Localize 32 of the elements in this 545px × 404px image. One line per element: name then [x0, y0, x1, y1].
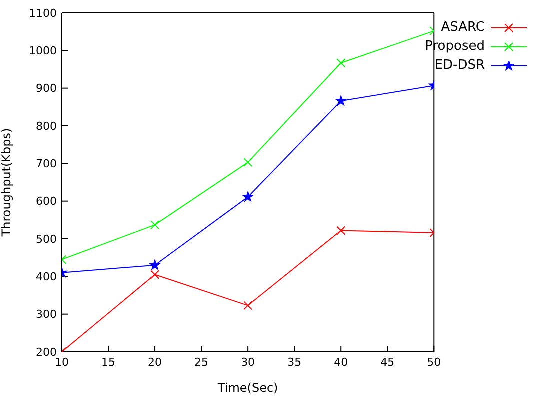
- y-tick-label: 500: [36, 232, 57, 246]
- y-tick-label: 400: [36, 270, 57, 284]
- x-tick-label: 20: [148, 356, 162, 369]
- x-axis-title: Time(Sec): [216, 381, 278, 395]
- legend-label: ASARC: [441, 20, 485, 35]
- point: [336, 58, 346, 68]
- x-tick-label: 10: [55, 356, 69, 369]
- y-tick-label: 1000: [29, 44, 57, 58]
- point: [336, 96, 346, 106]
- point: [150, 260, 160, 270]
- point: [150, 270, 160, 280]
- y-tick-label: 300: [36, 308, 57, 322]
- x-tick-label: 30: [241, 356, 256, 369]
- y-tick-label: 1100: [29, 6, 57, 20]
- legend-label: ED-DSR: [434, 58, 485, 73]
- x-tick-label: 50: [427, 356, 442, 369]
- x-tick-label: 40: [334, 356, 348, 369]
- x-tick-label: 45: [380, 356, 395, 369]
- y-tick-label: 900: [36, 82, 57, 96]
- y-tick-label: 700: [36, 158, 57, 171]
- y-axis-title: Throughput(Kbps): [0, 128, 14, 238]
- point: [243, 192, 254, 202]
- point: [244, 158, 253, 168]
- y-tick-label: 800: [36, 120, 57, 133]
- x-tick-label: 35: [288, 356, 302, 369]
- y-tick-label: 600: [36, 195, 57, 208]
- point: [150, 220, 160, 230]
- x-tick-label: 25: [194, 356, 209, 369]
- y-tick-label: 200: [36, 346, 57, 359]
- point: [336, 226, 346, 236]
- point: [244, 301, 253, 310]
- x-tick-label: 15: [102, 356, 116, 369]
